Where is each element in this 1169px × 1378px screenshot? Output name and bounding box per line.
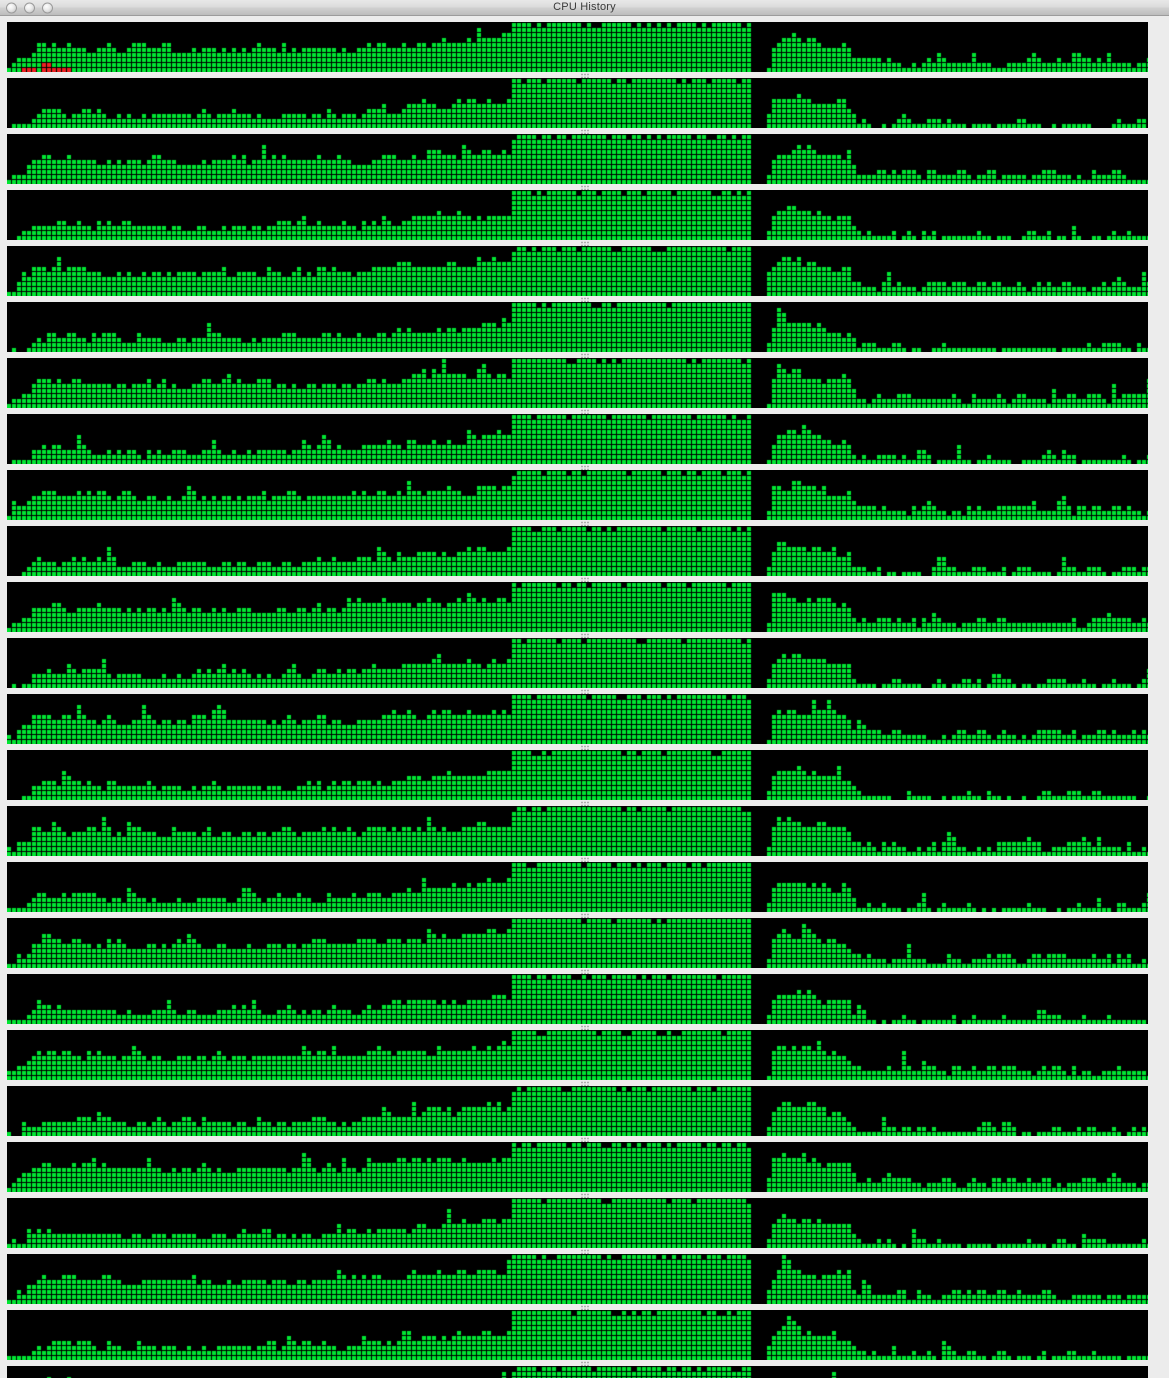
cpu-history-canvas bbox=[7, 22, 1148, 72]
cpu-history-canvas bbox=[7, 526, 1148, 576]
cpu-history-graph[interactable] bbox=[7, 1086, 1148, 1136]
cpu-history-canvas bbox=[7, 246, 1148, 296]
cpu-history-canvas bbox=[7, 1310, 1148, 1360]
cpu-history-canvas bbox=[7, 1030, 1148, 1080]
cpu-history-canvas bbox=[7, 1086, 1148, 1136]
cpu-history-graph[interactable] bbox=[7, 806, 1148, 856]
cpu-history-graph[interactable] bbox=[7, 974, 1148, 1024]
cpu-history-graph[interactable] bbox=[7, 638, 1148, 688]
cpu-history-graph[interactable] bbox=[7, 470, 1148, 520]
cpu-history-graph[interactable] bbox=[7, 1310, 1148, 1360]
cpu-history-graph[interactable] bbox=[7, 1030, 1148, 1080]
cpu-history-canvas bbox=[7, 862, 1148, 912]
minimize-button[interactable] bbox=[24, 2, 35, 13]
cpu-history-graph[interactable] bbox=[7, 1366, 1148, 1378]
cpu-history-graph[interactable] bbox=[7, 694, 1148, 744]
cpu-history-canvas bbox=[7, 358, 1148, 408]
cpu-history-canvas bbox=[7, 806, 1148, 856]
cpu-history-canvas bbox=[7, 1366, 1148, 1378]
cpu-history-graph-stack bbox=[0, 16, 1169, 1378]
cpu-history-graph[interactable] bbox=[7, 1142, 1148, 1192]
cpu-history-graph[interactable] bbox=[7, 1198, 1148, 1248]
window-controls bbox=[6, 2, 53, 13]
zoom-button[interactable] bbox=[42, 2, 53, 13]
cpu-history-graph[interactable] bbox=[7, 246, 1148, 296]
cpu-history-graph[interactable] bbox=[7, 414, 1148, 464]
window-title: CPU History bbox=[553, 1, 616, 13]
cpu-history-graph[interactable] bbox=[7, 862, 1148, 912]
cpu-history-graph[interactable] bbox=[7, 582, 1148, 632]
cpu-history-canvas bbox=[7, 638, 1148, 688]
cpu-history-graph[interactable] bbox=[7, 526, 1148, 576]
cpu-history-canvas bbox=[7, 302, 1148, 352]
cpu-history-canvas bbox=[7, 470, 1148, 520]
cpu-history-canvas bbox=[7, 1254, 1148, 1304]
cpu-history-canvas bbox=[7, 78, 1148, 128]
cpu-history-canvas bbox=[7, 694, 1148, 744]
cpu-history-graph[interactable] bbox=[7, 190, 1148, 240]
cpu-history-canvas bbox=[7, 414, 1148, 464]
cpu-history-graph[interactable] bbox=[7, 358, 1148, 408]
cpu-history-graph[interactable] bbox=[7, 918, 1148, 968]
cpu-history-canvas bbox=[7, 1198, 1148, 1248]
cpu-history-canvas bbox=[7, 582, 1148, 632]
cpu-history-graph[interactable] bbox=[7, 22, 1148, 72]
cpu-history-canvas bbox=[7, 1142, 1148, 1192]
cpu-history-graph[interactable] bbox=[7, 750, 1148, 800]
cpu-history-graph[interactable] bbox=[7, 78, 1148, 128]
close-button[interactable] bbox=[6, 2, 17, 13]
cpu-history-canvas bbox=[7, 974, 1148, 1024]
cpu-history-canvas bbox=[7, 134, 1148, 184]
cpu-history-graph[interactable] bbox=[7, 134, 1148, 184]
cpu-history-canvas bbox=[7, 918, 1148, 968]
cpu-history-graph[interactable] bbox=[7, 302, 1148, 352]
window-titlebar: CPU History bbox=[0, 0, 1169, 16]
cpu-history-graph[interactable] bbox=[7, 1254, 1148, 1304]
cpu-history-canvas bbox=[7, 750, 1148, 800]
cpu-history-canvas bbox=[7, 190, 1148, 240]
